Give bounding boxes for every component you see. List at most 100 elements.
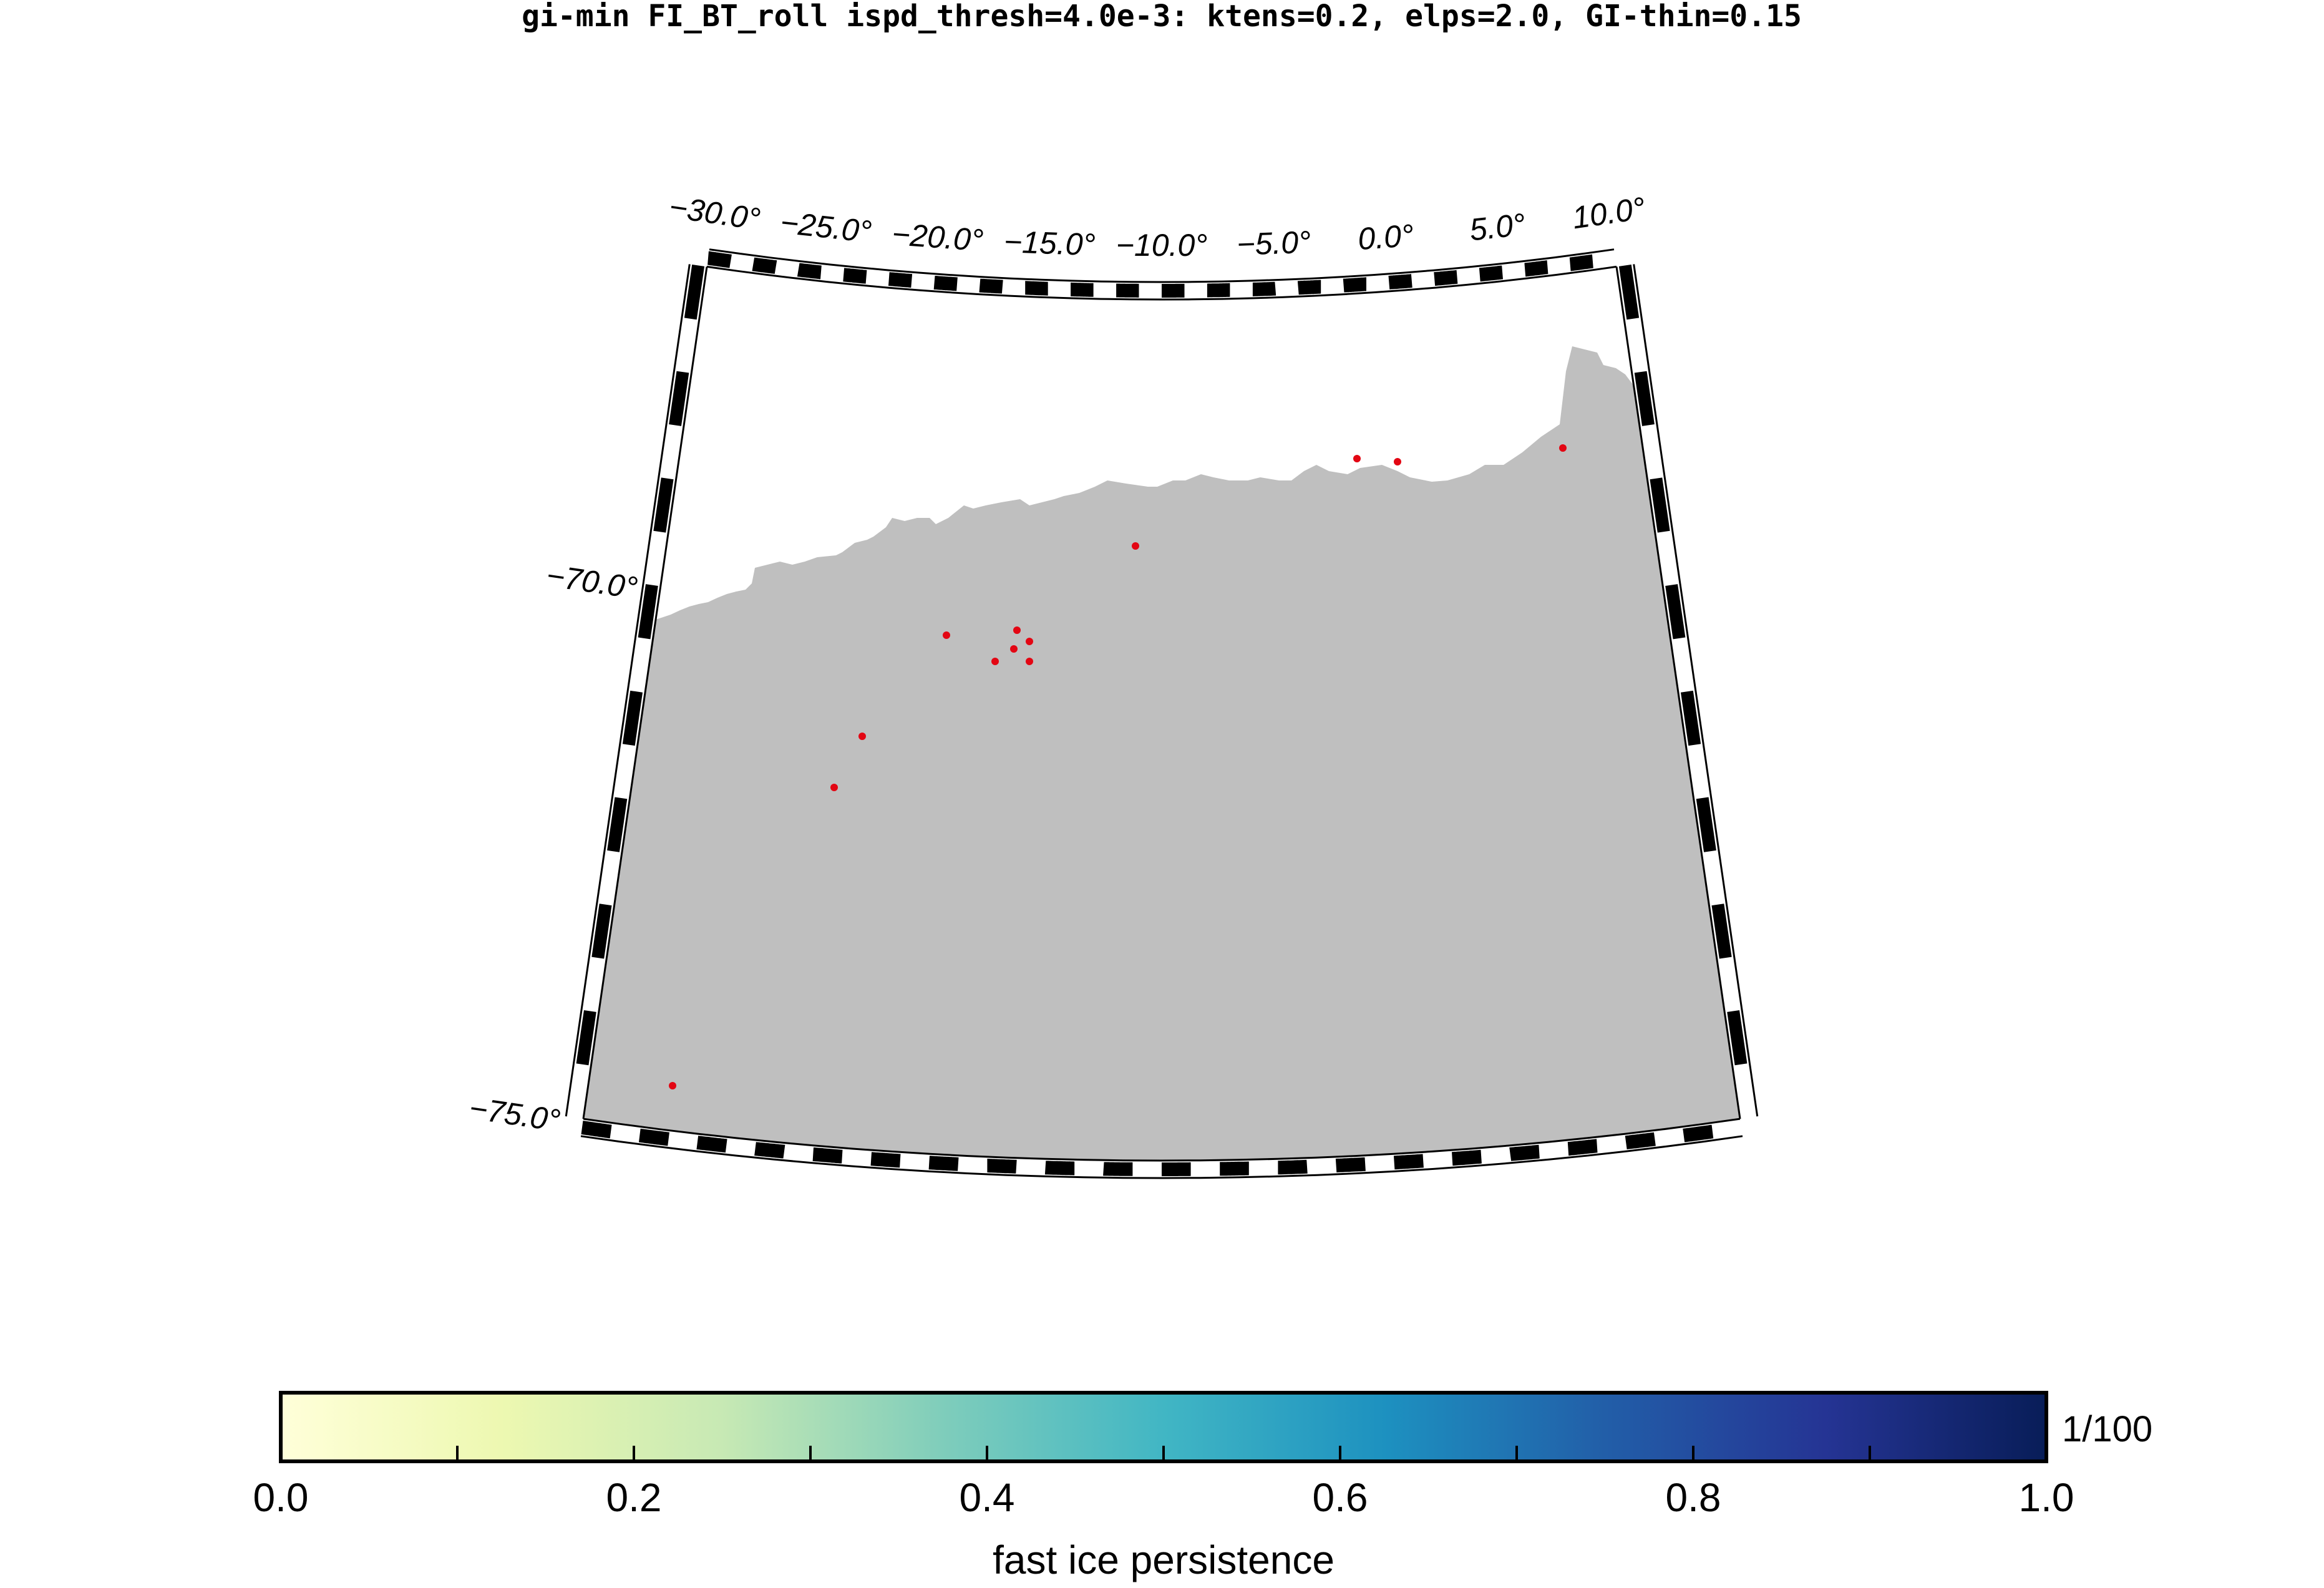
grounded-iceberg-marker [1010, 645, 1018, 653]
fast-ice-cell [2146, 558, 2162, 572]
frame-segment [1696, 797, 1716, 852]
frame-inner-arc [583, 1118, 1741, 1162]
frame-segment [653, 477, 674, 533]
colorbar-tick-label: 0.8 [1666, 1475, 1721, 1520]
frame-outer-arc [709, 248, 1615, 283]
grounded-iceberg-marker [858, 733, 866, 740]
colorbar-tick-label: 0.4 [960, 1475, 1015, 1520]
colorbar: 0.0 0.2 0.4 0.6 0.8 1.0 1/100 fast ice persis… [253, 1391, 2152, 1582]
frame-segment [638, 1128, 669, 1146]
frame-segment [1479, 265, 1504, 282]
frame-outer-arc [580, 1135, 1743, 1179]
frame-side-outer [565, 264, 691, 1117]
frame-segment [979, 278, 1003, 294]
fast-ice-cell [2121, 549, 2137, 563]
frame-segment [1567, 1139, 1598, 1156]
frame-segment [684, 264, 705, 320]
fast-ice-cell [1878, 524, 1894, 538]
fast-ice-cell [1709, 449, 1726, 463]
frame-segment [1297, 280, 1321, 295]
colorbar-title: fast ice persistence [993, 1537, 1335, 1582]
grounded-iceberg-marker [991, 658, 999, 665]
lon-tick-label: −15.0° [1003, 224, 1096, 262]
map-title: gi-min FI_BT_roll ispd_thresh=4.0e-3: kt… [522, 0, 1802, 34]
grounded-iceberg-marker [1026, 638, 1033, 645]
frame-segment [1509, 1144, 1540, 1161]
frame-segment [843, 268, 867, 284]
frame-segment [638, 584, 658, 640]
lon-tick-label: −20.0° [891, 217, 985, 258]
grounded-iceberg-marker [1026, 658, 1033, 665]
fast-ice-cell [549, 1148, 565, 1162]
grounded-iceberg-marker [1013, 626, 1021, 634]
map-body [549, 346, 2175, 1280]
colorbar-tick-label: 0.0 [253, 1475, 309, 1520]
frame-segment [987, 1159, 1017, 1174]
grounded-iceberg-marker [1874, 505, 1882, 512]
fast-ice-cell [1784, 484, 1801, 497]
frame-segment [576, 1010, 596, 1066]
frame-side-outer [1633, 264, 1759, 1117]
lon-tick-label: 0.0° [1357, 218, 1415, 256]
frame-segment [1388, 274, 1412, 290]
frame-segment [754, 1142, 785, 1159]
colorbar-ticks: 0.0 0.2 0.4 0.6 0.8 1.0 [253, 1446, 2074, 1520]
grounded-iceberg-marker [1353, 455, 1361, 462]
frame-segment [1335, 1157, 1366, 1172]
fast-ice-cell [1797, 493, 1813, 507]
colorbar-tick-label: 0.6 [1313, 1475, 1368, 1520]
fast-ice-cell [2159, 562, 2175, 575]
grounded-iceberg-marker [1737, 459, 1740, 467]
frame-segment [1434, 270, 1458, 286]
grounded-iceberg-marker [669, 1082, 676, 1089]
frame-inner-arc [706, 265, 1617, 301]
frame-segment [707, 251, 732, 268]
frame-segment [1252, 281, 1276, 296]
grounded-iceberg-marker [830, 784, 838, 791]
frame-segment [797, 263, 822, 280]
fast-ice-cell [568, 1267, 584, 1280]
fast-ice-cell [2021, 543, 2038, 557]
grounded-iceberg-marker [943, 631, 950, 639]
colorbar-tick-label: 0.2 [606, 1475, 662, 1520]
frame-segment [581, 1121, 612, 1139]
frame-segment [812, 1147, 843, 1164]
frame-segment [1618, 264, 1640, 320]
fast-ice-cell [549, 1223, 565, 1237]
grounded-iceberg-marker [1559, 444, 1567, 452]
frame-segment [1207, 283, 1230, 298]
map-frame [565, 248, 1759, 1179]
grounded-iceberg-marker [2024, 532, 2031, 539]
frame-side-inner [582, 266, 708, 1119]
lon-tick-label: 5.0° [1468, 207, 1527, 247]
grounded-iceberg-marker [1132, 542, 1139, 550]
frame-segment [870, 1152, 901, 1168]
frame-segment [1569, 254, 1593, 271]
lon-tick-label: −25.0° [779, 205, 873, 249]
fast-ice-cell [1734, 465, 1740, 479]
frame-segment [669, 371, 689, 426]
frame-segment [1393, 1154, 1424, 1170]
frame-segment [1625, 1132, 1656, 1150]
grounded-iceberg-marker [1394, 458, 1401, 465]
fast-ice-cell [1685, 437, 1701, 451]
frame-segment [1278, 1159, 1308, 1175]
frame-segment [1650, 477, 1670, 533]
frame-segment [1044, 1161, 1075, 1176]
frame-segment [607, 797, 628, 852]
fast-ice-cell [1865, 518, 1882, 532]
frame-segment [696, 1136, 727, 1153]
frame-segment [591, 904, 612, 959]
antarctic-land [583, 346, 1740, 1161]
frame-segment [1452, 1149, 1482, 1166]
frame-segment [928, 1156, 959, 1171]
frame-segment [933, 275, 958, 291]
frame-segment [1343, 277, 1366, 293]
lon-tick-label: −10.0° [1116, 228, 1208, 263]
fast-ice-cell [562, 1248, 578, 1262]
frame-segment [752, 257, 777, 274]
frame-segment [1680, 690, 1701, 746]
grounded-iceberg-marker [2124, 545, 2131, 553]
frame-segment [1683, 1124, 1714, 1142]
